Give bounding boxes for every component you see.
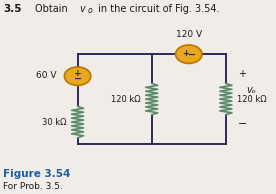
Text: 120 V: 120 V bbox=[176, 30, 202, 39]
Text: Obtain: Obtain bbox=[35, 3, 71, 14]
Text: in the circuit of Fig. 3.54.: in the circuit of Fig. 3.54. bbox=[95, 3, 220, 14]
Text: 120 kΩ: 120 kΩ bbox=[111, 95, 141, 104]
Text: v: v bbox=[79, 3, 85, 14]
Text: −: − bbox=[73, 74, 82, 84]
Text: −: − bbox=[238, 119, 247, 129]
Text: o: o bbox=[88, 6, 93, 15]
Text: 120 kΩ: 120 kΩ bbox=[237, 95, 267, 104]
Text: +: + bbox=[182, 49, 189, 58]
Text: +: + bbox=[74, 69, 81, 78]
Text: vₒ: vₒ bbox=[246, 85, 256, 94]
Text: 3.5: 3.5 bbox=[3, 3, 22, 14]
Circle shape bbox=[176, 45, 202, 63]
Text: For Prob. 3.5.: For Prob. 3.5. bbox=[3, 182, 63, 191]
Text: +: + bbox=[238, 69, 246, 79]
Text: Figure 3.54: Figure 3.54 bbox=[3, 169, 71, 179]
Text: 30 kΩ: 30 kΩ bbox=[42, 118, 67, 126]
Text: −: − bbox=[188, 50, 196, 60]
Circle shape bbox=[64, 67, 91, 85]
Text: 60 V: 60 V bbox=[36, 71, 56, 80]
